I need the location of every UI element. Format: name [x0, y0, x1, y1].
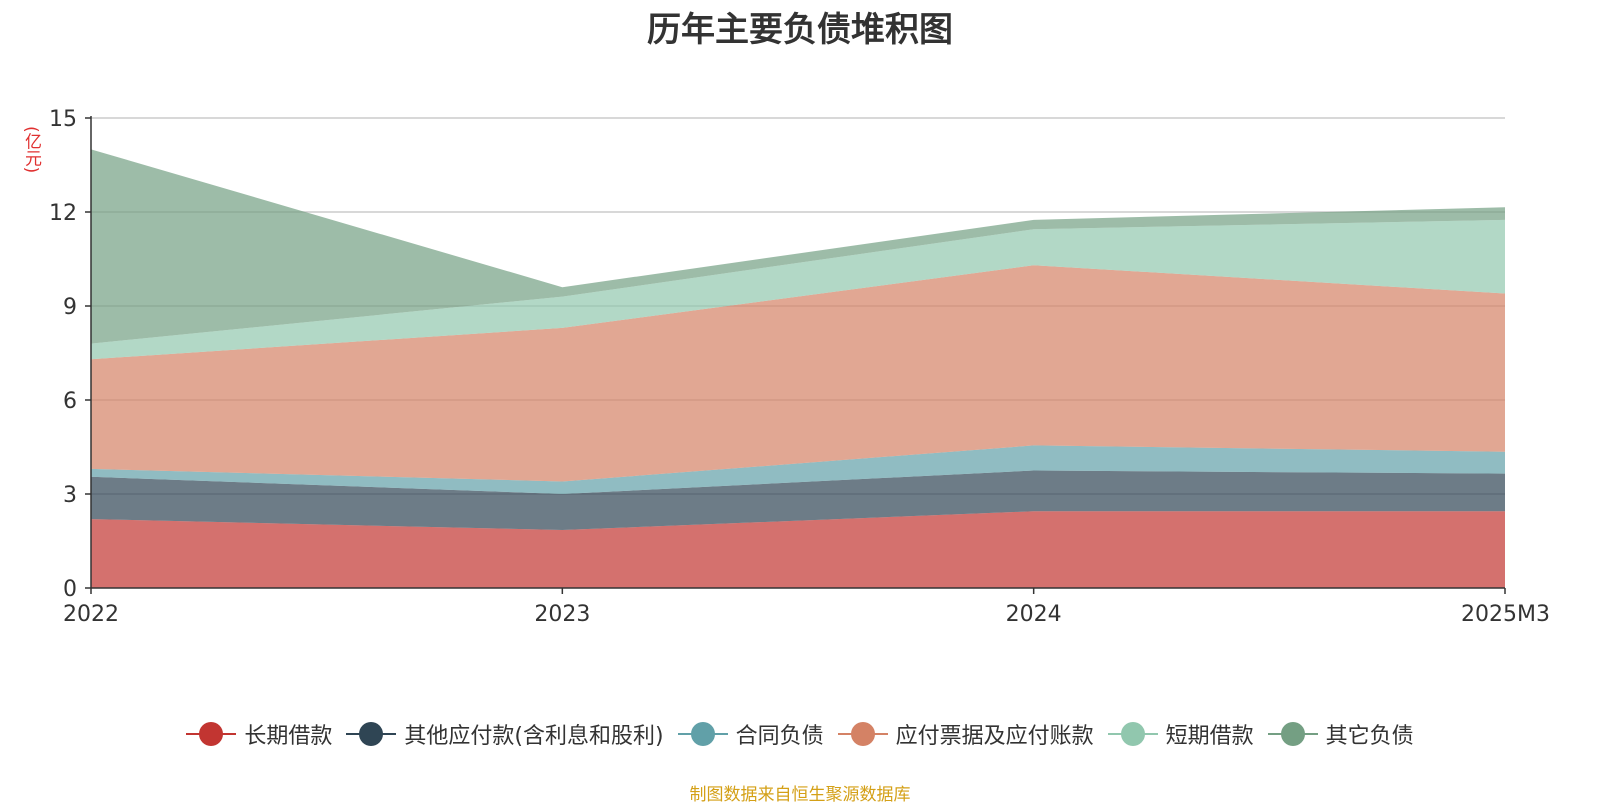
- legend-label: 应付票据及应付账款: [895, 724, 1094, 749]
- x-tick-label: 2023: [534, 602, 590, 627]
- legend-label: 合同负债: [735, 724, 824, 749]
- x-tick-label: 2022: [63, 602, 119, 627]
- axes: 0 3 6 9 12 15 2022 2023 2024 2025M3: [49, 107, 1550, 627]
- legend-item[interactable]: 应付票据及应付账款: [837, 718, 1094, 750]
- area-series-6: [91, 149, 1505, 344]
- legend-marker-icon: [346, 721, 397, 747]
- legend-label: 短期借款: [1165, 724, 1254, 749]
- chart-title: 历年主要负债堆积图: [647, 10, 953, 50]
- y-tick-label: 3: [63, 483, 77, 508]
- y-axis-unit-label: (亿元): [21, 126, 41, 174]
- area-series-1: [91, 511, 1505, 588]
- y-tick-label: 15: [49, 107, 77, 132]
- y-tick-label: 6: [63, 389, 77, 414]
- legend-marker-icon: [1267, 721, 1318, 747]
- legend-marker-icon: [837, 721, 888, 747]
- area-series-3: [91, 445, 1505, 494]
- y-tick-label: 12: [49, 201, 77, 226]
- legend-item[interactable]: 合同负债: [677, 718, 824, 750]
- legend: 长期借款 其他应付款(含利息和股利) 合同负债 应付票据及应付账款 短期借款 其它负债: [0, 718, 1600, 750]
- y-tick-label: 0: [63, 577, 77, 602]
- x-tick-label: 2024: [1006, 602, 1062, 627]
- data-source-note: 制图数据来自恒生聚源数据库: [689, 785, 911, 805]
- legend-label: 长期借款: [244, 724, 333, 749]
- legend-item[interactable]: 其他应付款(含利息和股利): [346, 718, 664, 750]
- legend-marker-icon: [677, 721, 728, 747]
- area-series-2: [91, 470, 1505, 531]
- legend-item[interactable]: 其它负债: [1267, 718, 1414, 750]
- area-series-4: [91, 265, 1505, 482]
- legend-label: 其它负债: [1325, 724, 1414, 749]
- area-series-5: [91, 219, 1505, 360]
- legend-marker-icon: [1107, 721, 1158, 747]
- legend-item[interactable]: 长期借款: [186, 718, 332, 750]
- area-series: [91, 149, 1505, 588]
- legend-marker-icon: [186, 721, 237, 747]
- y-tick-label: 9: [63, 295, 77, 320]
- x-tick-label: 2025M3: [1461, 602, 1550, 627]
- legend-label: 其他应付款(含利息和股利): [404, 724, 664, 749]
- legend-item[interactable]: 短期借款: [1107, 718, 1254, 750]
